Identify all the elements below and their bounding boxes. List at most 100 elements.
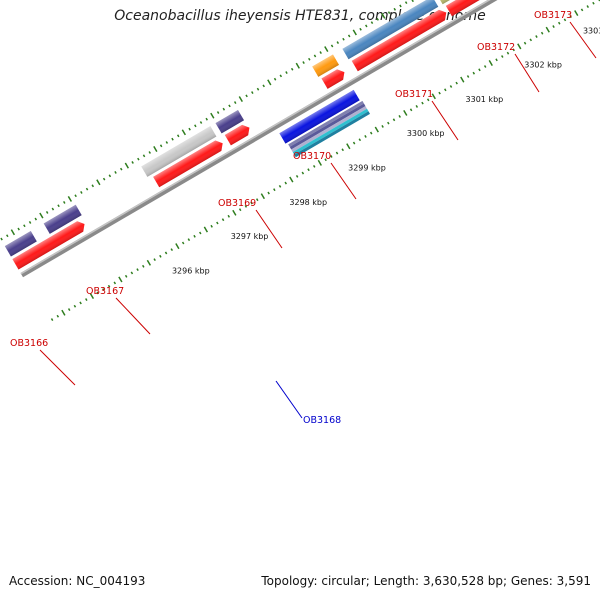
inner-tick — [244, 204, 248, 208]
outer-tick — [28, 220, 32, 224]
inner-tick — [409, 108, 413, 112]
gene-label-ob3167[interactable]: OB3167 — [86, 286, 124, 297]
inner-tick — [164, 251, 168, 255]
inner-tick — [540, 31, 544, 35]
cds-arrow-ob3170[interactable] — [351, 7, 450, 72]
inner-tick — [107, 284, 111, 288]
gene-label-ob3168[interactable]: OB3168 — [303, 415, 341, 426]
outer-tick — [222, 107, 226, 111]
inner-tick — [85, 298, 88, 302]
cds-arrow-unlabeled[interactable] — [12, 219, 87, 270]
inner-tick — [273, 188, 276, 192]
inner-tick — [552, 25, 555, 28]
inner-tick — [89, 293, 95, 300]
outer-tick — [63, 201, 66, 204]
outer-tick — [233, 101, 237, 104]
inner-tick — [267, 191, 270, 195]
outer-tick — [308, 57, 311, 61]
inner-tick — [330, 154, 333, 158]
outer-tick — [290, 67, 294, 71]
outer-tick — [85, 187, 89, 191]
outer-tick — [57, 204, 60, 208]
gene-box-ob3168[interactable] — [279, 89, 360, 144]
inner-tick — [61, 309, 66, 316]
gene-box-ob3170[interactable] — [342, 0, 439, 60]
inner-tick — [438, 91, 441, 95]
gene-box-ob3167[interactable] — [215, 109, 245, 134]
inner-tick — [307, 168, 310, 172]
cds-arrow-ob3167[interactable] — [224, 122, 253, 146]
inner-tick — [415, 105, 419, 108]
outer-tick — [409, 0, 414, 3]
outer-tick — [39, 212, 44, 219]
gene-label-ob3169[interactable]: OB3169 — [218, 198, 256, 209]
outer-tick — [10, 229, 16, 236]
backbone-highlight — [20, 0, 600, 275]
inner-tick — [250, 201, 253, 205]
outer-tick — [365, 24, 368, 28]
gene-label-ob3172[interactable]: OB3172 — [477, 42, 515, 53]
inner-tick — [73, 304, 77, 308]
gene-box-unlabeled-2[interactable] — [4, 231, 37, 257]
outer-tick — [96, 179, 101, 186]
inner-tick — [449, 85, 453, 88]
inner-tick — [216, 221, 219, 225]
gene-box-ob3169[interactable] — [312, 54, 340, 77]
inner-tick — [346, 143, 351, 150]
gene-label-ob3166[interactable]: OB3166 — [10, 338, 48, 349]
inner-tick — [181, 241, 185, 245]
gene-label-ob3173[interactable]: OB3173 — [534, 10, 572, 21]
outer-tick — [352, 29, 357, 36]
genome-summary-text: Topology: circular; Length: 3,630,528 bp… — [261, 574, 591, 588]
inner-tick — [312, 164, 316, 168]
inner-tick — [495, 58, 498, 62]
inner-tick — [170, 248, 174, 252]
kbp-label: 3302 kbp — [524, 61, 562, 70]
inner-tick — [517, 43, 522, 50]
outer-tick — [17, 227, 20, 231]
outer-tick — [238, 96, 243, 103]
outer-tick — [267, 79, 272, 86]
outer-tick — [393, 7, 397, 11]
outer-tick — [0, 237, 3, 241]
outer-tick — [370, 21, 374, 25]
inner-tick — [374, 126, 379, 133]
inner-tick — [392, 118, 396, 122]
cds-arrow-ob3166[interactable] — [153, 138, 226, 188]
inner-tick — [426, 98, 430, 102]
gene-label-ob3170[interactable]: OB3170 — [293, 151, 331, 162]
inner-tick — [341, 148, 344, 152]
cds-arrow-ob3168[interactable] — [288, 100, 371, 158]
label-leader-line — [39, 349, 76, 386]
outer-tick — [324, 46, 329, 53]
label-leader-line — [569, 21, 597, 59]
inner-tick — [512, 48, 515, 52]
cds-arrow-ob3169[interactable] — [321, 67, 348, 89]
outer-tick — [114, 171, 117, 174]
kbp-label: 3297 kbp — [231, 232, 269, 241]
label-leader-line — [514, 53, 540, 93]
inner-tick — [369, 131, 373, 135]
inner-tick — [358, 138, 362, 142]
inner-tick — [460, 76, 465, 83]
inner-tick — [113, 281, 117, 285]
outer-tick — [273, 77, 277, 81]
cds-arrow-ob3171[interactable] — [445, 0, 528, 17]
gene-box-unlabeled[interactable] — [43, 204, 82, 234]
outer-tick — [45, 211, 49, 214]
outer-tick — [171, 137, 174, 141]
gene-label-ob3171[interactable]: OB3171 — [395, 89, 433, 100]
outer-tick — [108, 174, 112, 178]
gene-box-ob3166[interactable] — [141, 126, 217, 177]
inner-tick — [199, 231, 202, 235]
outer-tick — [34, 217, 38, 221]
inner-tick — [210, 224, 213, 228]
inner-tick — [221, 218, 225, 222]
inner-tick — [56, 314, 60, 318]
outer-tick — [6, 234, 9, 238]
outer-tick — [51, 207, 55, 211]
label-leader-line — [330, 162, 357, 200]
inner-tick — [574, 10, 579, 17]
inner-tick — [203, 226, 209, 233]
